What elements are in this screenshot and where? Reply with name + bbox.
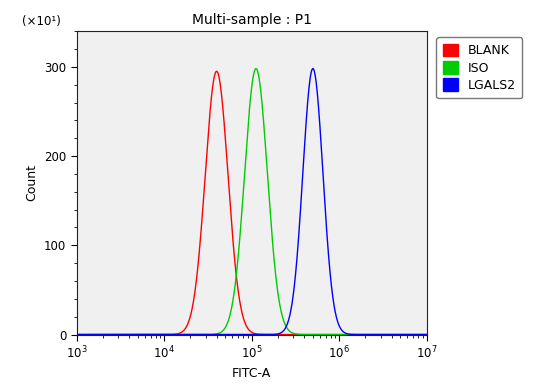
ISO	[73, 332, 80, 337]
ISO	[91, 332, 97, 337]
BLANK	[213, 69, 220, 74]
LGALS2	[352, 332, 358, 337]
ISO	[423, 332, 430, 337]
BLANK	[91, 332, 97, 337]
BLANK	[200, 199, 207, 204]
ISO	[352, 332, 358, 337]
BLANK	[73, 332, 80, 337]
BLANK	[281, 332, 287, 337]
X-axis label: FITC-A: FITC-A	[232, 367, 271, 380]
Line: LGALS2: LGALS2	[77, 68, 427, 335]
LGALS2	[73, 332, 80, 337]
BLANK	[296, 332, 302, 337]
LGALS2	[423, 332, 430, 337]
LGALS2	[91, 332, 97, 337]
ISO	[296, 332, 302, 336]
LGALS2	[200, 332, 207, 337]
Line: BLANK: BLANK	[77, 71, 427, 335]
ISO	[281, 319, 287, 323]
BLANK	[352, 332, 358, 337]
Text: (×10¹): (×10¹)	[22, 15, 61, 28]
Legend: BLANK, ISO, LGALS2: BLANK, ISO, LGALS2	[437, 37, 522, 98]
ISO	[253, 66, 259, 71]
LGALS2	[310, 66, 316, 71]
BLANK	[423, 332, 430, 337]
LGALS2	[281, 328, 287, 333]
LGALS2	[333, 314, 340, 319]
BLANK	[333, 332, 340, 337]
ISO	[333, 332, 340, 337]
Y-axis label: Count: Count	[25, 164, 38, 202]
ISO	[200, 332, 207, 337]
LGALS2	[296, 230, 302, 234]
Title: Multi-sample : P1: Multi-sample : P1	[191, 13, 312, 27]
Line: ISO: ISO	[77, 68, 427, 335]
